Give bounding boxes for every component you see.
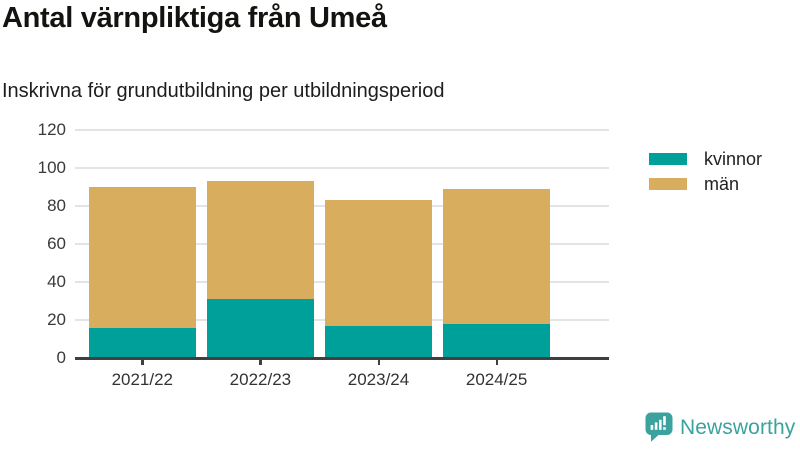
brand-name: Newsworthy xyxy=(680,415,796,439)
bar-segment-kvinnor-2022/23 xyxy=(206,299,314,358)
newsworthy-bubble-chart-icon xyxy=(645,412,673,442)
gridline-100 xyxy=(75,167,609,169)
x-tick-2021/22 xyxy=(141,359,144,365)
y-tick-label-40: 40 xyxy=(47,272,66,291)
x-tick-label-2021/22: 2021/22 xyxy=(111,370,174,389)
y-tick-label-20: 20 xyxy=(47,310,66,329)
x-tick-2024/25 xyxy=(495,359,499,365)
legend-swatch-man xyxy=(649,177,687,190)
chart-subtitle: Inskrivna för grundutbildning per utbild… xyxy=(2,80,445,102)
y-tick-label-60: 60 xyxy=(47,234,66,253)
y-tick-label-0: 0 xyxy=(56,348,66,367)
x-tick-label-2024/25: 2024/25 xyxy=(465,370,528,389)
legend: kvinnor män xyxy=(649,146,762,196)
legend-label-kvinnor: kvinnor xyxy=(704,148,763,169)
gridline-120 xyxy=(75,129,609,131)
chart-title: Antal värnpliktiga från Umeå xyxy=(2,2,387,34)
bar-segment-kvinnor-2021/22 xyxy=(88,327,196,358)
x-tick-2023/24 xyxy=(377,359,380,365)
y-tick-label-120: 120 xyxy=(37,120,66,139)
legend-item-kvinnor: kvinnor xyxy=(649,146,762,171)
x-axis-line xyxy=(75,356,609,360)
legend-item-man: män xyxy=(649,171,762,196)
legend-label-man: män xyxy=(704,173,740,194)
newsworthy-logo: Newsworthy xyxy=(645,412,795,443)
bar-segment-män-2023/24 xyxy=(325,200,432,326)
y-tick-label-100: 100 xyxy=(37,158,66,177)
legend-swatch-kvinnor xyxy=(649,152,687,165)
bar-segment-män-2022/23 xyxy=(206,181,314,300)
x-tick-2022/23 xyxy=(259,359,262,365)
bar-segment-kvinnor-2024/25 xyxy=(443,323,551,358)
bar-segment-män-2021/22 xyxy=(88,187,196,328)
bar-segment-män-2024/25 xyxy=(443,188,551,324)
y-tick-label-80: 80 xyxy=(47,196,66,215)
x-tick-label-2022/23: 2022/23 xyxy=(229,370,292,389)
x-tick-label-2023/24: 2023/24 xyxy=(347,370,410,389)
bar-segment-kvinnor-2023/24 xyxy=(325,325,432,358)
